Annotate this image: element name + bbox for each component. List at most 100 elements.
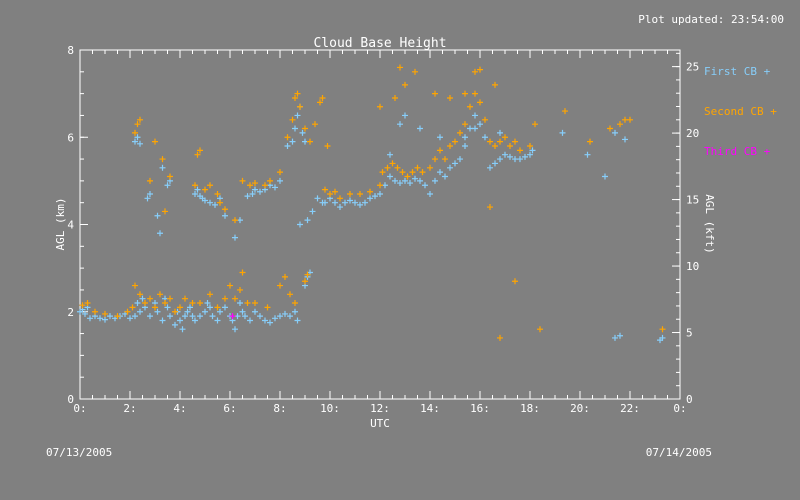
first-cb-point — [294, 112, 301, 119]
first-cb-point — [377, 190, 383, 197]
first-cb-point — [502, 151, 508, 158]
first-cb-point — [177, 317, 183, 324]
second-cb-point — [419, 169, 426, 176]
first-cb-point — [297, 221, 303, 228]
first-cb-point — [197, 313, 203, 320]
plot-border — [79, 49, 681, 400]
first-cb-point — [147, 313, 153, 320]
first-cb-point — [387, 151, 393, 158]
second-cb-point — [304, 271, 311, 278]
first-cb-point — [87, 315, 93, 322]
second-cb-point — [307, 138, 313, 145]
second-cb-point — [167, 295, 173, 302]
second-cb-point — [337, 195, 343, 202]
x-axis: 0: 2: 4: 6: 8: 10: 12: 14: 16: 18: 20: 22: 0: — [73, 50, 687, 415]
second-cb-point — [322, 186, 328, 193]
first-cb-point — [222, 212, 228, 219]
first-cb-point — [497, 129, 503, 136]
first-cb-point — [612, 334, 618, 341]
first-cb-point — [332, 199, 338, 206]
y-tick-label: 0 — [67, 393, 74, 406]
first-cb-point — [427, 190, 433, 197]
x-tick-label: 10: — [320, 402, 340, 415]
second-cb-point — [114, 313, 121, 320]
second-cb-point — [202, 186, 208, 193]
y2-tick-label: 20 — [686, 127, 699, 140]
second-cb-point — [167, 173, 173, 180]
legend-entry: First CB + — [704, 65, 771, 78]
first-cb-point — [437, 134, 443, 141]
start-date-label: 07/13/2005 — [46, 446, 113, 459]
second-cb-point — [137, 291, 143, 298]
x-tick-label: 2: — [123, 402, 136, 415]
second-cb-point — [347, 190, 353, 197]
first-cb-point — [447, 164, 453, 171]
first-cb-point — [137, 308, 143, 315]
first-cb-point — [232, 326, 238, 333]
x-tick-label: 6: — [223, 402, 236, 415]
second-cb-point — [252, 180, 258, 187]
second-cb-point — [414, 164, 421, 171]
first-cb-point — [492, 160, 498, 167]
second-cb-point — [232, 217, 238, 224]
first-cb-point — [232, 234, 238, 241]
x-tick-label: 20: — [570, 402, 590, 415]
second-cb-point — [214, 304, 221, 311]
first-cb-point — [284, 142, 291, 149]
second-cb-point — [447, 94, 453, 101]
second-cb-point — [207, 182, 213, 189]
y2-tick-label: 25 — [686, 61, 699, 74]
first-cb-point — [472, 112, 478, 119]
second-cb-point — [277, 282, 283, 289]
first-cb-point — [247, 317, 253, 324]
first-cb-point — [102, 316, 108, 323]
second-cb-point — [327, 190, 333, 197]
first-cb-point — [134, 300, 141, 307]
first-cb-point — [179, 326, 186, 333]
second-cb-point — [399, 169, 406, 176]
data-points — [77, 64, 666, 344]
second-cb-point — [477, 99, 483, 106]
first-cb-point — [244, 193, 251, 200]
x-tick-label: 16: — [470, 402, 490, 415]
first-cb-point — [134, 134, 141, 141]
first-cb-point — [442, 173, 448, 180]
second-cb-point — [129, 304, 136, 311]
second-cb-point — [297, 103, 303, 110]
second-cb-point — [389, 160, 396, 167]
first-cb-point — [154, 212, 161, 219]
second-cb-point — [432, 156, 438, 163]
first-cb-point — [422, 182, 428, 189]
first-cb-point — [417, 177, 423, 184]
y-tick-label: 4 — [67, 219, 74, 232]
first-cb-point — [397, 180, 403, 187]
y2-tick-label: 5 — [686, 327, 693, 340]
first-cb-point — [172, 321, 178, 328]
first-cb-point — [342, 199, 348, 206]
second-cb-point — [177, 304, 183, 311]
second-cb-point — [492, 142, 498, 149]
first-cb-point — [202, 197, 208, 204]
first-cb-point — [192, 190, 198, 197]
x-tick-label: 4: — [173, 402, 186, 415]
x-tick-label: 8: — [273, 402, 286, 415]
first-cb-point — [277, 177, 283, 184]
second-cb-point — [294, 90, 301, 97]
first-cb-point — [462, 134, 468, 141]
end-date-label: 07/14/2005 — [645, 446, 712, 459]
second-cb-point — [379, 169, 386, 176]
second-cb-point — [397, 64, 403, 71]
second-cb-point — [447, 142, 453, 149]
second-cb-point — [392, 94, 398, 101]
first-cb-point — [132, 313, 138, 320]
y-axis-right: 0 5 10 15 20 25 — [672, 52, 699, 406]
first-cb-point — [304, 217, 311, 224]
second-cb-point — [197, 300, 203, 307]
second-cb-point — [502, 134, 508, 141]
second-cb-point — [409, 169, 416, 176]
second-cb-point — [92, 308, 98, 315]
x-tick-label: 0: — [673, 402, 686, 415]
second-cb-point — [497, 334, 503, 341]
first-cb-point — [497, 156, 503, 163]
